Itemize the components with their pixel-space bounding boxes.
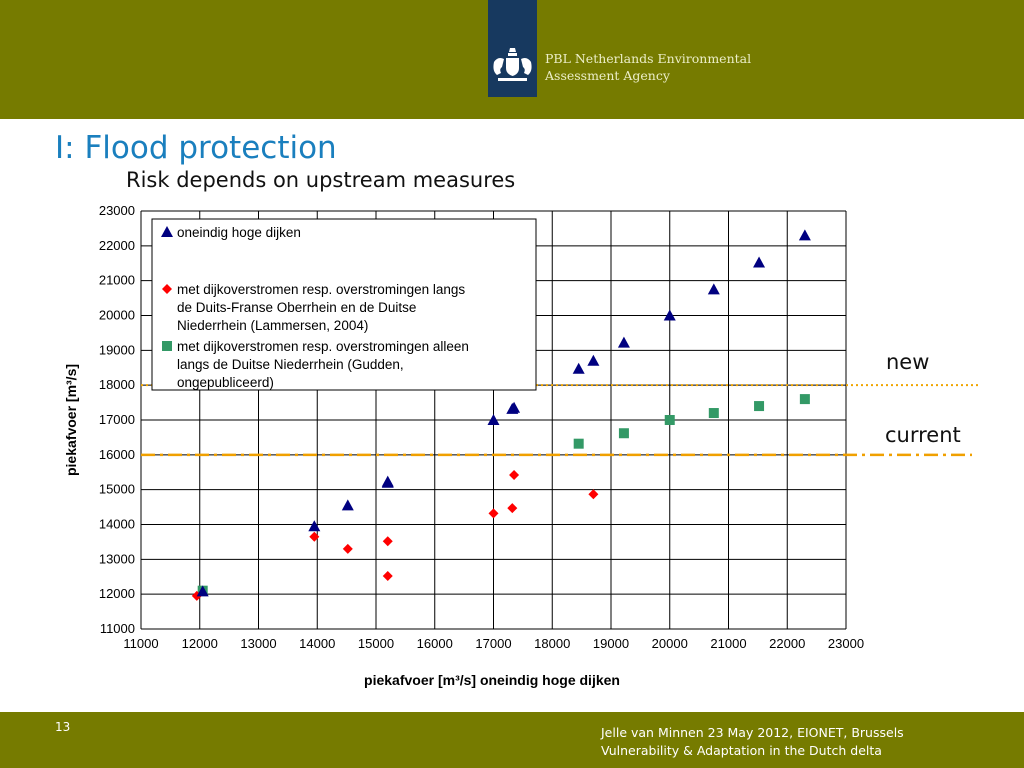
diamond-point: [342, 543, 353, 554]
legend-triangle-icon: [161, 226, 173, 237]
y-tick-label: 12000: [99, 586, 135, 601]
x-tick-label: 20000: [652, 636, 688, 651]
y-tick-label: 17000: [99, 412, 135, 427]
x-tick-label: 14000: [299, 636, 335, 651]
y-tick-label: 19000: [99, 342, 135, 357]
current-level-label: current: [885, 423, 961, 447]
x-axis-title: piekafvoer [m³/s] oneindig hoge dijken: [364, 672, 620, 688]
x-tick-label: 23000: [828, 636, 864, 651]
x-tick-label: 11000: [123, 636, 158, 651]
diamond-point: [382, 536, 393, 547]
org-name-line2: Assessment Agency: [545, 68, 670, 83]
y-tick-label: 13000: [99, 551, 135, 566]
footer-line1: Jelle van Minnen 23 May 2012, EIONET, Br…: [601, 725, 904, 740]
diamond-point: [507, 503, 518, 514]
triangle-point: [617, 336, 630, 348]
coat-of-arms-icon: [493, 48, 532, 81]
triangle-point: [587, 354, 600, 366]
x-tick-label: 15000: [358, 636, 394, 651]
legend-entry: oneindig hoge dijken: [177, 225, 301, 240]
triangle-point: [341, 499, 354, 511]
x-tick-label: 19000: [593, 636, 629, 651]
x-tick-label: 13000: [240, 636, 276, 651]
triangle-point: [487, 414, 500, 425]
org-name-line1: PBL Netherlands Environmental: [545, 51, 752, 66]
diamond-point: [509, 470, 520, 481]
y-axis-title: piekafvoer [m³/s]: [63, 364, 79, 476]
slide-title: I: Flood protection: [55, 130, 337, 166]
footer-band: [0, 712, 1024, 768]
y-tick-label: 18000: [99, 377, 135, 392]
footer-line2: Vulnerability & Adaptation in the Dutch …: [601, 743, 882, 758]
y-tick-label: 11000: [100, 621, 135, 636]
legend-square-icon: [162, 341, 172, 351]
page-number: 13: [55, 720, 71, 734]
slide-subtitle: Risk depends on upstream measures: [126, 168, 516, 192]
triangle-point: [572, 362, 585, 374]
x-tick-label: 17000: [475, 636, 511, 651]
new-level-label: new: [886, 350, 930, 374]
y-tick-label: 21000: [99, 273, 135, 288]
diamond-point: [309, 531, 320, 542]
logo: [488, 0, 537, 97]
org-name: PBL Netherlands Environmental Assessment…: [545, 50, 751, 84]
y-tick-label: 20000: [99, 308, 135, 323]
diamond-point: [382, 571, 393, 582]
y-tick-label: 15000: [99, 482, 135, 497]
triangle-point: [508, 401, 521, 413]
x-tick-label: 18000: [534, 636, 570, 651]
triangle-point: [196, 585, 209, 597]
triangle-point: [381, 475, 394, 487]
legend-diamond-icon: [162, 284, 172, 294]
footer-text: Jelle van Minnen 23 May 2012, EIONET, Br…: [601, 724, 904, 760]
square-point: [573, 438, 584, 449]
square-point: [618, 428, 629, 439]
triangle-point: [798, 229, 811, 241]
scatter-chart: 11000 12000 13000 14000 15000 16000 17000 18000…: [63, 203, 980, 688]
y-tick-label: 14000: [99, 517, 135, 532]
legend-entry: met dijkoverstromen resp. overstromingen…: [177, 282, 465, 333]
triangle-point: [707, 283, 720, 295]
y-tick-label: 16000: [99, 447, 135, 462]
legend-box: [151, 218, 537, 391]
diamond-point: [488, 508, 499, 519]
triangle-point: [753, 256, 766, 268]
x-tick-label: 22000: [769, 636, 805, 651]
triangle-point: [308, 520, 321, 532]
x-tick-label: 12000: [182, 636, 218, 651]
legend-entry: met dijkoverstromen resp. overstromingen…: [177, 339, 469, 390]
x-tick-label: 21000: [710, 636, 746, 651]
diamond-point: [588, 489, 599, 500]
y-tick-label: 23000: [99, 203, 135, 218]
y-tick-label: 22000: [99, 238, 135, 253]
square-point: [708, 408, 719, 419]
triangle-point: [663, 309, 676, 321]
square-point: [664, 415, 675, 425]
square-point: [799, 394, 810, 405]
x-tick-label: 16000: [417, 636, 453, 651]
square-point: [754, 401, 765, 412]
